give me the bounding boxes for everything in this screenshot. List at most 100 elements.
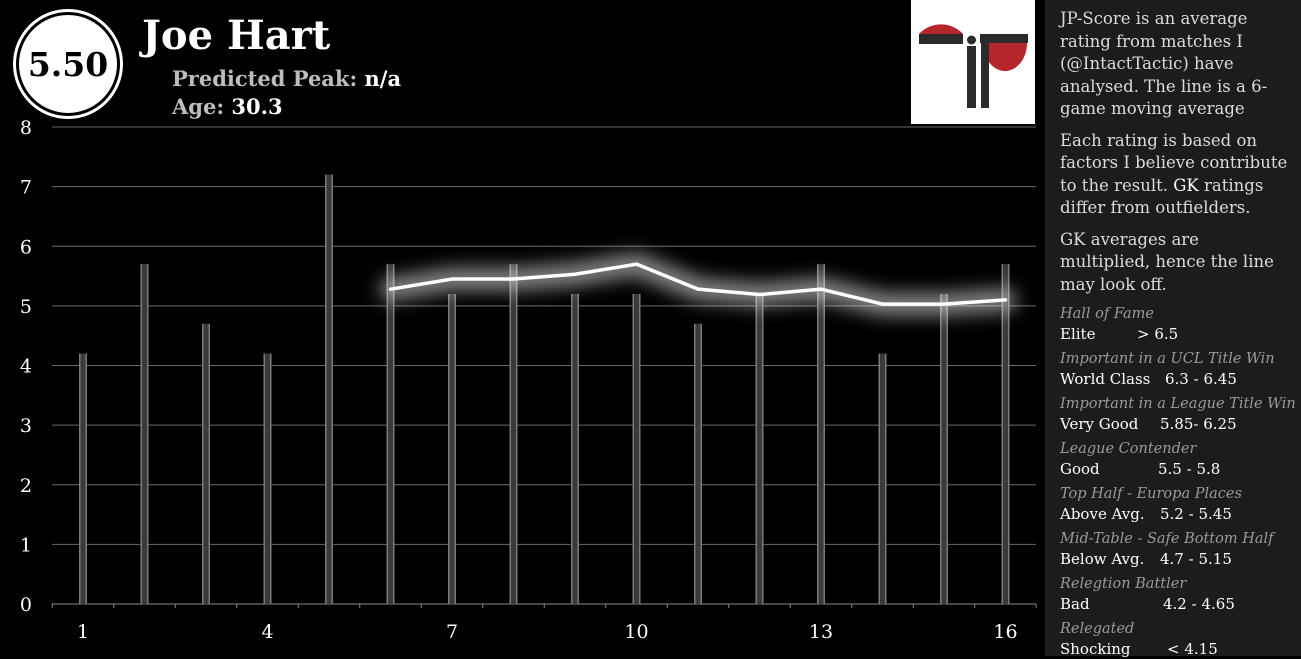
bar-edge-right <box>454 293 456 604</box>
x-tick-label: 4 <box>261 621 273 643</box>
tier-label: Below Avg. <box>1060 550 1145 568</box>
peak-value: n/a <box>364 66 402 91</box>
bar-body <box>140 264 149 604</box>
bar-body <box>79 353 87 604</box>
tier-range: 4.2 - 4.65 <box>1163 595 1235 613</box>
y-tick-label: 5 <box>20 296 32 318</box>
bar-edge-left <box>940 293 942 604</box>
bar-edge-right <box>393 264 395 604</box>
bar-body <box>694 323 702 604</box>
tier-list: Hall of Fame Elite > 6.5 Important in a UCL… <box>1060 305 1296 659</box>
player-name: Joe Hart <box>142 12 331 59</box>
y-tick-label: 4 <box>20 356 32 378</box>
tier-label: Above Avg. <box>1060 505 1145 523</box>
bar-edge-left <box>632 293 634 604</box>
bar-edge-right <box>639 293 641 604</box>
tier-category: Top Half - Europa Places <box>1060 486 1242 502</box>
tier-range: > 6.5 <box>1137 325 1179 343</box>
line-path <box>388 262 1008 306</box>
y-tick-label: 1 <box>20 534 32 556</box>
y-tick-label: 7 <box>20 177 32 199</box>
tier-category: Mid-Table - Safe Bottom Half <box>1060 531 1274 547</box>
bar <box>263 353 272 604</box>
description-3: GK averages are multiplied, hence the li… <box>1060 229 1274 294</box>
description-2-text-end: ratings differ from outfielders. <box>1060 175 1264 218</box>
tier-category: Important in a League Title Win <box>1060 396 1296 412</box>
bar-edge-left <box>1001 264 1003 604</box>
x-tick-label: 13 <box>809 621 833 643</box>
bar-edge-left <box>140 264 142 604</box>
tier-label: Shocking <box>1060 640 1131 658</box>
bar-edge-right <box>946 293 948 604</box>
grid-lines <box>51 126 1037 608</box>
bar <box>940 293 948 604</box>
bar-body <box>878 353 887 604</box>
peak-label: Predicted Peak: <box>172 66 358 91</box>
y-tick-label: 3 <box>20 415 32 437</box>
bar-body <box>1001 264 1010 604</box>
x-tick-label: 10 <box>624 621 648 643</box>
sidebar-legend: JP-Score is an average rating from match… <box>1045 0 1301 659</box>
bar-body <box>386 264 395 604</box>
tier-category: Relegtion Battler <box>1060 576 1187 592</box>
bar-body <box>632 293 641 604</box>
tier-row: Bad 4.2 - 4.65 <box>1060 594 1291 614</box>
tier-range: 5.5 - 5.8 <box>1158 460 1221 478</box>
predicted-peak: Predicted Peak: n/a <box>172 66 401 91</box>
description-1: JP-Score is an average rating from match… <box>1060 9 1268 118</box>
bar-edge-left <box>878 353 880 604</box>
bar <box>694 323 702 604</box>
tier-range: < 4.15 <box>1167 640 1218 658</box>
bar-edge-left <box>386 264 388 604</box>
bar-edge-left <box>325 174 327 604</box>
tier-label: Very Good <box>1060 415 1139 433</box>
tier-row: Good 5.5 - 5.8 <box>1060 459 1291 479</box>
bar-body <box>325 174 333 604</box>
tier-row: Shocking < 4.15 <box>1060 639 1291 659</box>
bar <box>202 323 210 604</box>
bar-edge-right <box>516 264 518 604</box>
bar-body <box>817 264 825 604</box>
bar-edge-right <box>147 264 149 604</box>
bar-edge-right <box>577 293 579 604</box>
bar-edge-left <box>571 293 573 604</box>
tier-label: Good <box>1060 460 1100 478</box>
jp-logo <box>911 0 1035 124</box>
bar-edge-right <box>85 353 87 604</box>
description-2-gk: GK <box>1173 175 1199 195</box>
x-tick-label: 1 <box>77 621 89 643</box>
y-tick-label: 6 <box>20 236 32 258</box>
bar-body <box>571 293 579 604</box>
jp-logo-icon <box>919 24 1028 108</box>
bar-edge-right <box>208 323 210 604</box>
bar-edge-right <box>1008 264 1010 604</box>
bar-edge-left <box>202 323 204 604</box>
bar-edge-right <box>331 174 333 604</box>
bar <box>632 293 641 604</box>
bar <box>325 174 333 604</box>
score-badge: 5.50 <box>16 12 120 116</box>
tier-row: World Class 6.3 - 6.45 <box>1060 369 1291 389</box>
tier-range: 5.2 - 5.45 <box>1160 505 1232 523</box>
bar-body <box>202 323 210 604</box>
bar-edge-right <box>270 353 272 604</box>
y-tick-label: 8 <box>20 117 32 139</box>
bar <box>878 353 887 604</box>
bar-edge-left <box>817 264 819 604</box>
age-label: Age: <box>172 94 225 119</box>
description-2: Each rating is based on factors I believ… <box>1060 130 1291 220</box>
tier-label: Elite <box>1060 325 1096 343</box>
moving-average-line <box>379 253 1017 316</box>
tier-row: Elite > 6.5 <box>1060 324 1291 344</box>
y-tick-label: 0 <box>20 594 32 616</box>
tier-category: Hall of Fame <box>1060 306 1154 322</box>
score-value: 5.50 <box>27 44 109 84</box>
bar-body <box>940 293 948 604</box>
bar <box>509 264 518 604</box>
tier-category: League Contender <box>1060 441 1197 457</box>
bar-edge-right <box>823 264 825 604</box>
bar-body <box>509 264 518 604</box>
tier-category: Relegated <box>1060 621 1135 637</box>
bars <box>79 174 1010 604</box>
bar-edge-left <box>509 264 511 604</box>
